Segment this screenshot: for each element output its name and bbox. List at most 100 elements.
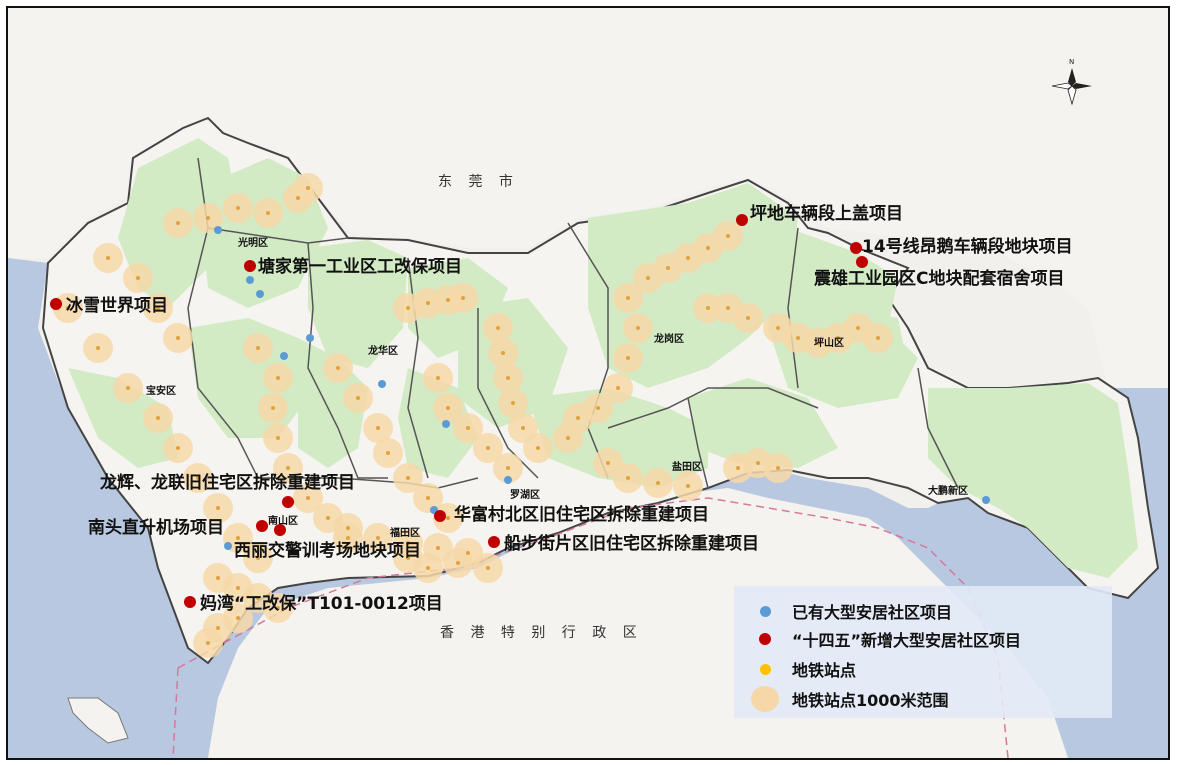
metro-station bbox=[376, 536, 380, 540]
new-projects bbox=[50, 214, 868, 608]
district-yantian: 盐田区 bbox=[672, 460, 702, 473]
metro-station bbox=[726, 306, 730, 310]
project-label-icesnow: 冰雪世界项目 bbox=[66, 295, 168, 316]
metro-stations bbox=[66, 186, 880, 645]
metro-station bbox=[511, 401, 515, 405]
existing-projects bbox=[214, 226, 990, 550]
sea-boundary bbox=[177, 497, 1009, 758]
metro-station bbox=[686, 256, 690, 260]
metro-station bbox=[636, 326, 640, 330]
metro-station bbox=[446, 406, 450, 410]
metro-station bbox=[686, 484, 690, 488]
map-legend: 已有大型安居社区项目 “十四五”新增大型安居社区项目 地铁站点 地铁站点1000… bbox=[734, 586, 1112, 718]
metro-station bbox=[236, 206, 240, 210]
metro-station bbox=[176, 221, 180, 225]
legend-label: 已有大型安居社区项目 bbox=[792, 603, 953, 622]
metro-station bbox=[66, 306, 70, 310]
station-buffer-icon bbox=[751, 686, 779, 712]
legend-label: 地铁站点 bbox=[792, 661, 857, 680]
metro-station bbox=[656, 481, 660, 485]
metro-station bbox=[536, 446, 540, 450]
metro-station bbox=[616, 386, 620, 390]
metro-station bbox=[271, 406, 275, 410]
metro-station bbox=[836, 336, 840, 340]
metro-station bbox=[406, 306, 410, 310]
metro-station bbox=[236, 586, 240, 590]
metro-station bbox=[306, 186, 310, 190]
north-arrow-icon: N bbox=[1051, 58, 1092, 106]
dongguan-land bbox=[8, 8, 1168, 388]
legend-item-buffer: 地铁站点1000米范围 bbox=[750, 686, 949, 712]
metro-station bbox=[296, 196, 300, 200]
metro-station bbox=[506, 376, 510, 380]
metro-station bbox=[856, 326, 860, 330]
metro-station bbox=[776, 326, 780, 330]
metro-station bbox=[706, 306, 710, 310]
project-label-huafu: 华富村北区旧住宅区拆除重建项目 bbox=[454, 504, 709, 525]
metro-station bbox=[216, 576, 220, 580]
metro-station bbox=[216, 626, 220, 630]
metro-station bbox=[816, 341, 820, 345]
metro-station bbox=[626, 356, 630, 360]
metro-station bbox=[276, 606, 280, 610]
metro-station bbox=[326, 516, 330, 520]
metro-station bbox=[276, 376, 280, 380]
metro-station bbox=[466, 551, 470, 555]
metro-station bbox=[406, 556, 410, 560]
metro-station bbox=[456, 561, 460, 565]
metro-station bbox=[436, 546, 440, 550]
legend-item-existing: 已有大型安居社区项目 bbox=[750, 598, 952, 624]
metro-station bbox=[256, 596, 260, 600]
metro-station bbox=[501, 351, 505, 355]
new-project-icon bbox=[759, 633, 771, 645]
metro-station bbox=[726, 234, 730, 238]
metro-station bbox=[496, 326, 500, 330]
metro-station bbox=[106, 256, 110, 260]
metro-station bbox=[216, 506, 220, 510]
metro-station bbox=[406, 476, 410, 480]
metro-station bbox=[626, 476, 630, 480]
metro-station bbox=[706, 246, 710, 250]
metro-station bbox=[376, 426, 380, 430]
metro-station bbox=[286, 466, 290, 470]
project-label-chuanbu: 船步街片区旧住宅区拆除重建项目 bbox=[504, 533, 759, 554]
metro-station bbox=[436, 376, 440, 380]
metro-station bbox=[486, 446, 490, 450]
metro-station bbox=[156, 306, 160, 310]
metro-station bbox=[256, 556, 260, 560]
sea-boundary-west bbox=[172, 667, 179, 758]
metro-station bbox=[276, 436, 280, 440]
metro-station bbox=[776, 466, 780, 470]
metro-station bbox=[521, 426, 525, 430]
project-label-xili: 西丽交警训考场地块项目 bbox=[234, 540, 421, 561]
project-label-nantou: 南头直升机场项目 bbox=[88, 517, 224, 538]
metro-station bbox=[576, 416, 580, 420]
shenzhen-map[interactable]: 东 莞 市 香 港 特 别 行 政 区 光明区 龙华区 宝安区 龙岗区 坪山区 … bbox=[8, 8, 1168, 758]
district-luohu: 罗湖区 bbox=[510, 488, 540, 501]
metro-station bbox=[426, 566, 430, 570]
metro-station bbox=[506, 466, 510, 470]
metro-station bbox=[876, 336, 880, 340]
metro-station bbox=[266, 211, 270, 215]
metro-station bbox=[236, 536, 240, 540]
metro-station bbox=[356, 396, 360, 400]
metro-station bbox=[756, 461, 760, 465]
metro-station bbox=[176, 336, 180, 340]
metro-station bbox=[736, 466, 740, 470]
district-boundaries bbox=[187, 157, 959, 489]
project-label-line14: 14号线昂鹅车辆段地块项目 bbox=[862, 236, 1073, 257]
project-label-mawan: 妈湾“工改保”T101-0012项目 bbox=[200, 593, 443, 614]
metro-station bbox=[206, 216, 210, 220]
metro-station bbox=[461, 296, 465, 300]
district-pingshan: 坪山区 bbox=[814, 336, 844, 349]
metro-station bbox=[646, 276, 650, 280]
district-dapeng: 大鹏新区 bbox=[928, 484, 968, 497]
district-longgang: 龙岗区 bbox=[653, 332, 684, 345]
island bbox=[67, 697, 129, 744]
metro-station bbox=[156, 416, 160, 420]
metro-station bbox=[236, 616, 240, 620]
legend-label: “十四五”新增大型安居社区项目 bbox=[792, 631, 1022, 650]
metro-station bbox=[406, 541, 410, 545]
hongkong-label: 香 港 特 别 行 政 区 bbox=[440, 625, 643, 641]
metro-station bbox=[346, 526, 350, 530]
